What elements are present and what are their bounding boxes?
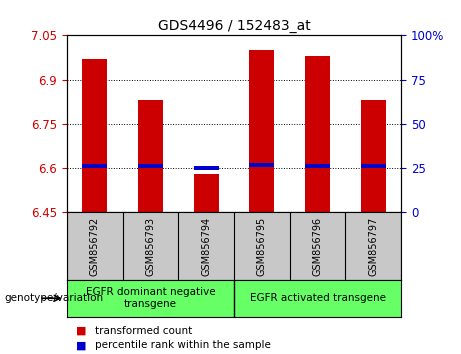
Bar — [194, 166, 219, 170]
Text: GSM856792: GSM856792 — [90, 216, 100, 276]
Title: GDS4496 / 152483_at: GDS4496 / 152483_at — [158, 19, 310, 33]
Text: genotype/variation: genotype/variation — [5, 293, 104, 303]
Text: percentile rank within the sample: percentile rank within the sample — [95, 340, 271, 350]
Bar — [82, 164, 107, 168]
Bar — [249, 50, 274, 212]
Text: EGFR activated transgene: EGFR activated transgene — [249, 293, 385, 303]
Text: GSM856795: GSM856795 — [257, 216, 267, 276]
Text: GSM856794: GSM856794 — [201, 216, 211, 276]
Text: GSM856797: GSM856797 — [368, 216, 378, 276]
Text: GSM856796: GSM856796 — [313, 216, 323, 276]
Bar — [305, 56, 330, 212]
Bar — [249, 163, 274, 167]
Text: transformed count: transformed count — [95, 326, 192, 336]
Text: ■: ■ — [76, 326, 87, 336]
Bar — [138, 164, 163, 168]
Bar — [305, 164, 330, 168]
Bar — [361, 164, 386, 168]
Text: EGFR dominant negative
transgene: EGFR dominant negative transgene — [86, 287, 215, 309]
Text: GSM856793: GSM856793 — [145, 216, 155, 276]
Bar — [138, 100, 163, 212]
Bar — [82, 59, 107, 212]
Bar — [194, 174, 219, 212]
Text: ■: ■ — [76, 340, 87, 350]
Bar — [361, 100, 386, 212]
